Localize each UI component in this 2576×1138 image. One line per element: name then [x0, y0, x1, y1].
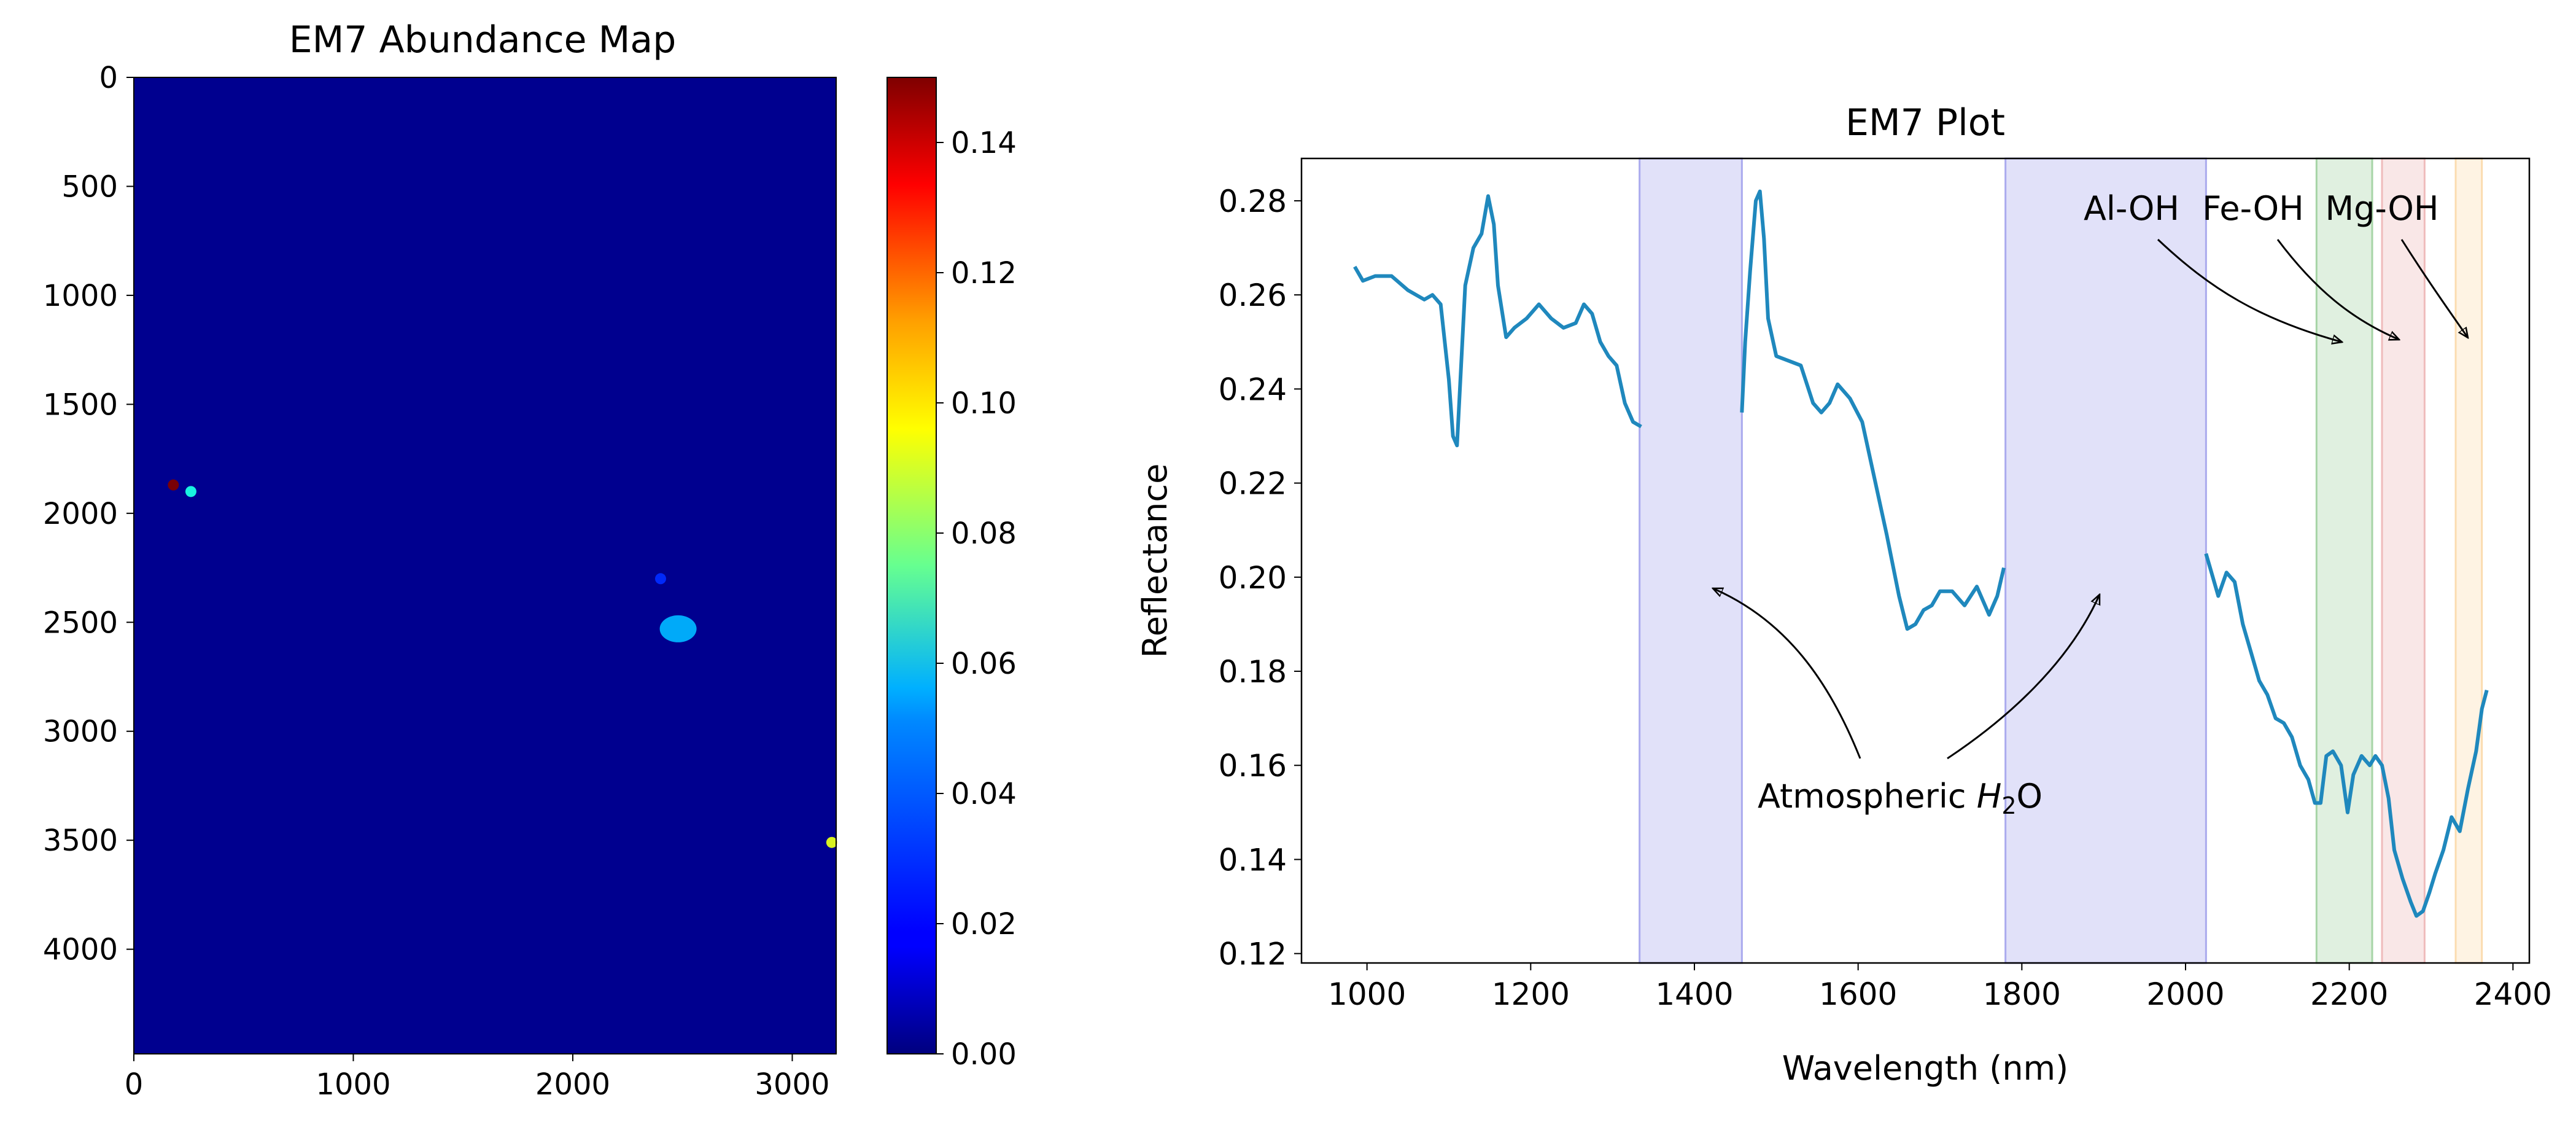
abundance-hotspot	[168, 479, 179, 491]
colorbar-tick-label: 0.14	[951, 126, 1017, 160]
absorption-band	[1639, 157, 1743, 964]
em7-plot-y-tick-label: 0.16	[1219, 748, 1287, 784]
absorption-bands	[1639, 157, 2483, 964]
abundance-map-title: EM7 Abundance Map	[289, 18, 677, 61]
al-oh-arrow	[2157, 238, 2342, 342]
abundance-map-y-tick-label: 1000	[43, 279, 118, 313]
fe-oh-arrow	[2276, 239, 2399, 340]
abundance-map-x-tick-label: 1000	[316, 1067, 390, 1102]
reflectance-line-seg3	[2204, 553, 2489, 918]
abundance-map-y-tick-label: 3000	[43, 715, 118, 749]
absorption-band	[2454, 157, 2483, 964]
atmospheric-h2o-label: Atmospheric H2O	[1758, 777, 2043, 819]
abundance-map-y-tick-label: 4000	[43, 933, 118, 967]
em7-plot-x-tick-label: 1000	[1328, 976, 1406, 1012]
abundance-map-y-tick-label: 2000	[43, 497, 118, 531]
em7-plot-y-tick-label: 0.12	[1219, 937, 1287, 972]
abundance-map-x-tick-label: 3000	[755, 1067, 829, 1102]
abundance-map-x-axis: 0 1000 2000 3000	[125, 1054, 830, 1102]
em7-plot-title: EM7 Plot	[1845, 101, 2005, 144]
y-axis-label: Reflectance	[1136, 464, 1174, 658]
abundance-map-image	[134, 77, 836, 1054]
em7-plot-x-tick-label: 1200	[1492, 976, 1570, 1012]
em7-plot-y-tick-label: 0.18	[1219, 654, 1287, 690]
em7-plot-x-axis: 1000 1200 1400 1600 1800 2000 2200 2400	[1328, 963, 2552, 1012]
abundance-map-y-axis: 0 500 1000 1500 2000 2500 3000 3500 4000	[43, 61, 134, 967]
abundance-map-frame	[133, 77, 837, 1054]
fe-oh-label: Fe-OH	[2202, 189, 2303, 228]
reflectance-line-seg1	[1353, 194, 1642, 448]
abundance-hotspot	[826, 836, 837, 848]
atm-arrow-right	[1947, 594, 2101, 760]
annotations: Atmospheric H2O Al-OH Fe-OH Mg-OH	[1713, 189, 2468, 819]
abundance-map-x-tick-label: 2000	[535, 1067, 610, 1102]
abundance-map-y-tick-label: 500	[61, 170, 118, 204]
em7-plot-x-tick-label: 2000	[2146, 976, 2224, 1012]
em7-plot-frame	[1300, 157, 2531, 964]
abundance-hotspot	[655, 573, 666, 585]
abundance-map-hotspots	[168, 479, 837, 848]
em7-plot-x-tick-label: 1400	[1655, 976, 1733, 1012]
colorbar-tick-label: 0.02	[951, 907, 1017, 941]
atm-arrow-left	[1713, 588, 1861, 759]
abundance-hotspot	[185, 486, 196, 497]
abundance-map-y-tick-label: 2500	[43, 606, 118, 640]
colorbar-tick-label: 0.08	[951, 516, 1017, 551]
em7-plot-x-tick-label: 1600	[1819, 976, 1897, 1012]
mg-oh-arrow	[2400, 239, 2468, 338]
colorbar-tick-label: 0.10	[951, 386, 1017, 421]
colorbar-tick-label: 0.04	[951, 777, 1017, 811]
reflectance-line-seg2	[1740, 189, 2006, 631]
abundance-map-y-tick-label: 0	[99, 61, 118, 95]
em7-plot-y-axis: 0.12 0.14 0.16 0.18 0.20 0.22 0.24 0.26 0.28	[1219, 184, 1302, 972]
abundance-map-y-tick-label: 1500	[43, 388, 118, 422]
em7-plot-y-tick-label: 0.22	[1219, 466, 1287, 502]
colorbar	[886, 77, 937, 1054]
absorption-band	[2315, 157, 2373, 964]
colorbar-axis: 0.00 0.02 0.04 0.06 0.08 0.10 0.12 0.14	[936, 126, 1017, 1072]
colorbar-tick-label: 0.06	[951, 647, 1017, 681]
em7-plot-y-tick-label: 0.24	[1219, 372, 1287, 407]
abundance-map-panel: EM7 Abundance Map 0 1000 2000 3000 0 500 1000…	[43, 18, 1017, 1102]
abundance-map-x-tick-label: 0	[125, 1067, 144, 1102]
em7-plot-x-tick-label: 1800	[1983, 976, 2061, 1012]
em7-plot-x-tick-label: 2400	[2474, 976, 2552, 1012]
em7-plot-x-tick-label: 2200	[2310, 976, 2388, 1012]
abundance-map-y-tick-label: 3500	[43, 824, 118, 858]
em7-plot-y-tick-label: 0.28	[1219, 184, 1287, 219]
absorption-band	[2004, 157, 2207, 964]
colorbar-tick-label: 0.12	[951, 256, 1017, 290]
abundance-map-streaks	[134, 92, 836, 821]
abundance-hotspot	[659, 615, 697, 642]
x-axis-label: Wavelength (nm)	[1782, 1049, 2068, 1088]
em7-plot-y-tick-label: 0.20	[1219, 560, 1287, 596]
reflectance-series	[1353, 189, 2489, 918]
colorbar-tick-label: 0.00	[951, 1037, 1017, 1072]
al-oh-label: Al-OH	[2084, 189, 2179, 228]
em7-plot-panel: EM7 Plot 1000 1200 1400 1600 1800 2000 2200 240…	[1136, 101, 2552, 1088]
em7-plot-y-tick-label: 0.26	[1219, 278, 1287, 313]
absorption-band	[2381, 157, 2426, 964]
mg-oh-label: Mg-OH	[2326, 189, 2439, 228]
em7-plot-y-tick-label: 0.14	[1219, 842, 1287, 878]
